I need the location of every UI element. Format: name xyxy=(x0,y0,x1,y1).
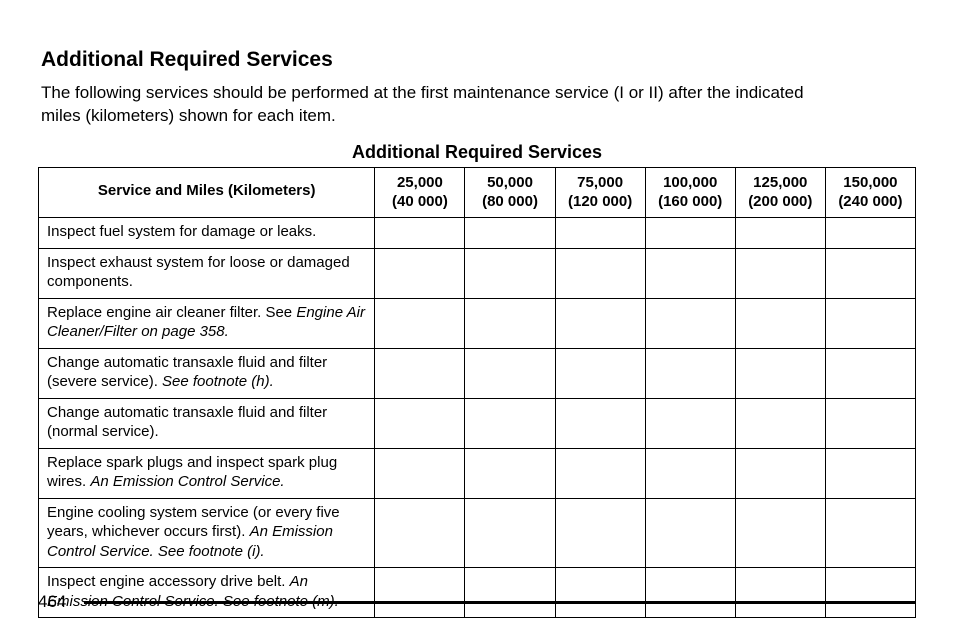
row-text: Inspect fuel system for damage or leaks. xyxy=(47,223,316,240)
table-row: Change automatic transaxle fluid and fil… xyxy=(39,348,916,398)
cell xyxy=(555,498,645,568)
table-row: Engine cooling system service (or every … xyxy=(39,498,916,568)
row-text: Change automatic transaxle fluid and fil… xyxy=(47,404,327,441)
cell xyxy=(555,398,645,448)
table-title: Additional Required Services xyxy=(38,142,916,163)
cell xyxy=(375,398,465,448)
cell xyxy=(735,448,825,498)
row-text: Inspect engine accessory drive belt. xyxy=(47,573,290,590)
cell xyxy=(735,348,825,398)
cell xyxy=(375,298,465,348)
cell xyxy=(555,248,645,298)
table-row: Replace engine air cleaner filter. See E… xyxy=(39,298,916,348)
page-number: 464 xyxy=(38,592,66,612)
row-ital: An Emission Control Service. xyxy=(90,473,284,490)
header-desc: Service and Miles (Kilometers) xyxy=(39,167,375,218)
header-col-1: 50,000 (80 000) xyxy=(465,167,555,218)
header-col-0-top: 25,000 xyxy=(397,174,443,191)
cell xyxy=(465,248,555,298)
cell xyxy=(735,298,825,348)
cell xyxy=(735,248,825,298)
cell xyxy=(465,218,555,249)
intro-line-2: miles (kilometers) shown for each item. xyxy=(41,106,336,125)
header-col-4-bottom: (200 000) xyxy=(740,193,821,212)
row-desc: Change automatic transaxle fluid and fil… xyxy=(39,398,375,448)
footer-divider xyxy=(84,601,916,604)
header-col-5-bottom: (240 000) xyxy=(830,193,911,212)
header-col-5-top: 150,000 xyxy=(843,174,897,191)
cell xyxy=(555,348,645,398)
cell xyxy=(465,398,555,448)
cell xyxy=(645,498,735,568)
cell xyxy=(735,498,825,568)
cell xyxy=(645,398,735,448)
row-desc: Change automatic transaxle fluid and fil… xyxy=(39,348,375,398)
table-row: Inspect exhaust system for loose or dama… xyxy=(39,248,916,298)
cell xyxy=(645,298,735,348)
header-col-3-top: 100,000 xyxy=(663,174,717,191)
cell xyxy=(375,218,465,249)
cell xyxy=(645,448,735,498)
intro-line-1: The following services should be perform… xyxy=(41,83,804,102)
row-ital: See footnote (h). xyxy=(162,373,274,390)
cell xyxy=(465,298,555,348)
header-col-3-bottom: (160 000) xyxy=(650,193,731,212)
header-col-0: 25,000 (40 000) xyxy=(375,167,465,218)
cell xyxy=(465,448,555,498)
header-col-4: 125,000 (200 000) xyxy=(735,167,825,218)
cell xyxy=(555,218,645,249)
cell xyxy=(375,498,465,568)
cell xyxy=(645,248,735,298)
cell xyxy=(555,298,645,348)
section-heading: Additional Required Services xyxy=(41,48,916,72)
header-col-2-bottom: (120 000) xyxy=(560,193,641,212)
cell xyxy=(465,348,555,398)
header-col-2: 75,000 (120 000) xyxy=(555,167,645,218)
cell xyxy=(825,348,915,398)
cell xyxy=(825,248,915,298)
cell xyxy=(825,448,915,498)
services-table: Service and Miles (Kilometers) 25,000 (4… xyxy=(38,167,916,619)
table-header-row: Service and Miles (Kilometers) 25,000 (4… xyxy=(39,167,916,218)
row-text: Replace engine air cleaner filter. See xyxy=(47,304,296,321)
row-desc: Replace spark plugs and inspect spark pl… xyxy=(39,448,375,498)
row-desc: Replace engine air cleaner filter. See E… xyxy=(39,298,375,348)
header-col-1-top: 50,000 xyxy=(487,174,533,191)
cell xyxy=(645,218,735,249)
table-row: Replace spark plugs and inspect spark pl… xyxy=(39,448,916,498)
header-col-5: 150,000 (240 000) xyxy=(825,167,915,218)
cell xyxy=(375,348,465,398)
cell xyxy=(825,218,915,249)
cell xyxy=(825,398,915,448)
table-row: Inspect fuel system for damage or leaks. xyxy=(39,218,916,249)
cell xyxy=(825,298,915,348)
cell xyxy=(375,248,465,298)
page: Additional Required Services The followi… xyxy=(0,0,954,636)
row-desc: Engine cooling system service (or every … xyxy=(39,498,375,568)
row-desc: Inspect fuel system for damage or leaks. xyxy=(39,218,375,249)
cell xyxy=(735,218,825,249)
header-col-4-top: 125,000 xyxy=(753,174,807,191)
cell xyxy=(555,448,645,498)
cell xyxy=(825,498,915,568)
header-col-0-bottom: (40 000) xyxy=(379,193,460,212)
page-footer: 464 xyxy=(38,592,916,612)
table-row: Change automatic transaxle fluid and fil… xyxy=(39,398,916,448)
header-col-1-bottom: (80 000) xyxy=(469,193,550,212)
cell xyxy=(465,498,555,568)
header-col-2-top: 75,000 xyxy=(577,174,623,191)
cell xyxy=(645,348,735,398)
row-text: Inspect exhaust system for loose or dama… xyxy=(47,254,350,291)
row-desc: Inspect exhaust system for loose or dama… xyxy=(39,248,375,298)
intro-paragraph: The following services should be perform… xyxy=(41,82,916,128)
cell xyxy=(735,398,825,448)
header-col-3: 100,000 (160 000) xyxy=(645,167,735,218)
cell xyxy=(375,448,465,498)
